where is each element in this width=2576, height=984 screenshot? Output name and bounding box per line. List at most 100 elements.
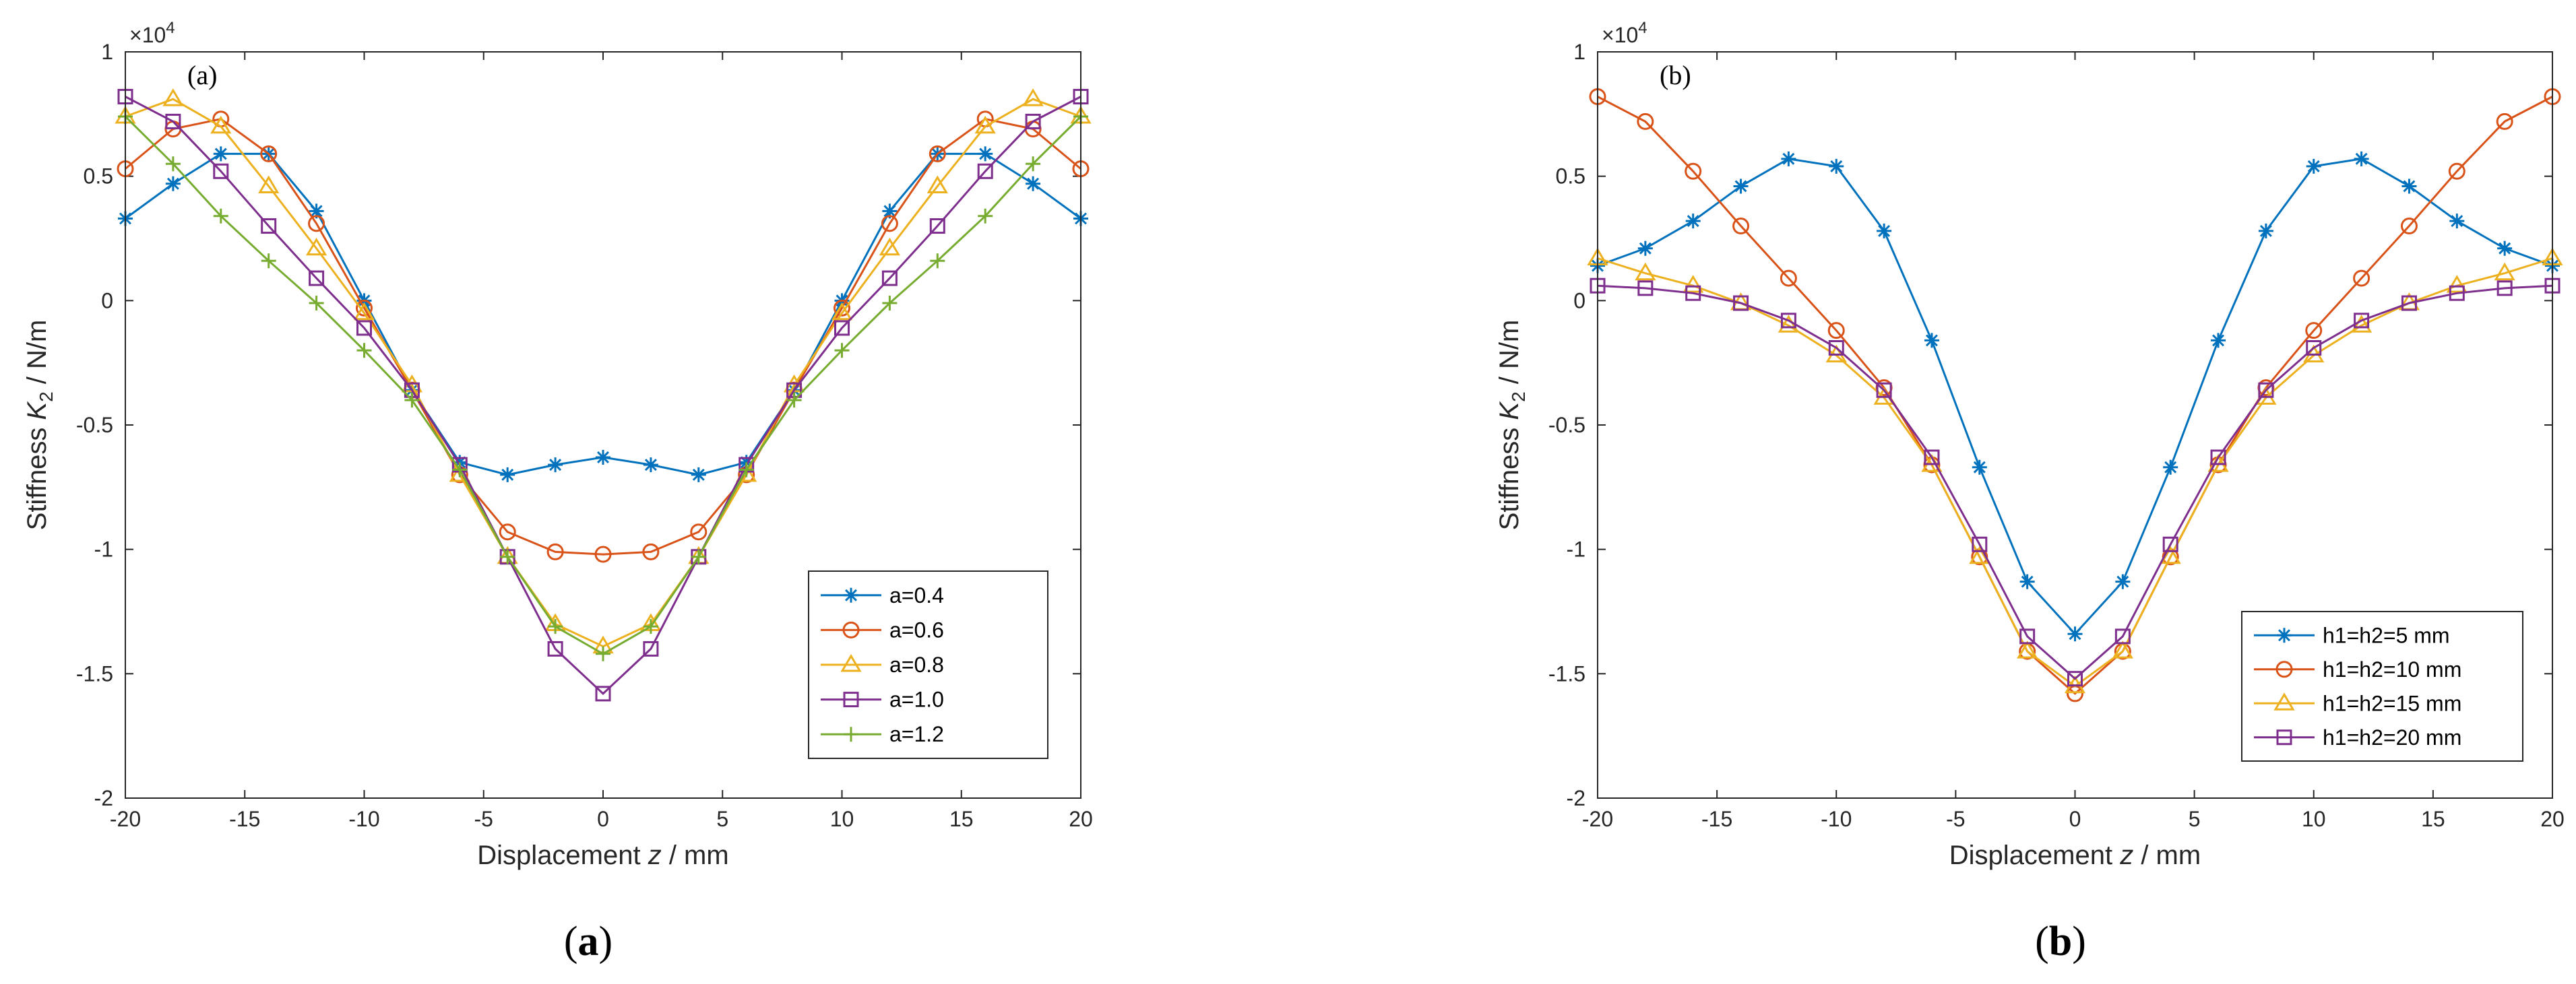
series-line <box>1597 96 2553 695</box>
caption-open: ( <box>564 919 578 964</box>
y-tick-label: -1.5 <box>76 661 113 686</box>
data-point <box>305 237 327 256</box>
figure-caption: (a) <box>564 919 612 964</box>
legend-marker <box>2276 729 2292 746</box>
data-point <box>1972 536 1988 552</box>
data-point <box>929 145 946 162</box>
series-line <box>125 96 1081 695</box>
data-point <box>2449 285 2465 301</box>
data-point <box>353 302 375 321</box>
data-point <box>2401 178 2417 194</box>
data-point <box>978 146 993 162</box>
data-point <box>831 302 853 321</box>
data-point <box>309 296 324 311</box>
legend-label: a=1.2 <box>889 722 944 746</box>
data-point <box>356 343 372 358</box>
y-tick-label: 0 <box>1573 288 1585 313</box>
data-point <box>261 218 277 234</box>
data-point <box>1780 313 1796 329</box>
legend-marker <box>2273 692 2295 711</box>
y-axis-label-unit: / N/m <box>1495 320 1524 392</box>
caption-letter: a <box>578 919 599 964</box>
data-point <box>977 163 993 179</box>
data-point <box>546 543 564 560</box>
data-point <box>452 462 468 478</box>
legend-label: h1=h2=15 mm <box>2323 691 2461 715</box>
data-point <box>596 646 610 661</box>
data-point <box>2067 671 2083 687</box>
x-tick-label: 15 <box>949 807 974 831</box>
data-point <box>691 549 706 564</box>
y-tick-label: -1.5 <box>1548 661 1585 686</box>
legend: h1=h2=5 mm h1=h2=10 mm h1=h2=15 mm h1=h2=20… <box>2241 611 2523 762</box>
data-point <box>643 641 659 657</box>
data-point <box>2496 112 2513 130</box>
data-point <box>162 88 184 106</box>
data-point <box>404 393 420 408</box>
series-line <box>1597 284 2553 680</box>
y-axis-label-var: K <box>1495 401 1524 420</box>
legend-label: h1=h2=5 mm <box>2323 623 2450 647</box>
x-tick-label: 15 <box>2421 807 2445 831</box>
series-5 <box>118 109 1088 661</box>
x-tick-label: -20 <box>1582 807 1613 831</box>
data-point <box>2401 295 2417 311</box>
legend-entry: a=0.6 <box>821 618 944 642</box>
data-point <box>2306 340 2322 356</box>
x-axis-label-var: z <box>2119 841 2133 870</box>
data-point <box>881 215 898 232</box>
y-axis-label: Stiffness K2 / N/m <box>1495 320 1529 531</box>
data-point <box>1685 162 1702 180</box>
panel-label: (a) <box>187 60 217 90</box>
x-axis-label: Displacement z / mm <box>477 841 728 870</box>
data-point <box>643 457 658 473</box>
legend-entry: h1=h2=10 mm <box>2254 657 2461 682</box>
data-point <box>1025 113 1041 129</box>
data-point <box>548 457 563 473</box>
data-point <box>1637 240 1653 256</box>
data-point <box>2162 536 2178 552</box>
data-point <box>1924 333 1939 348</box>
data-point <box>261 253 276 269</box>
y-axis-label: Stiffness K2 / N/m <box>22 320 57 531</box>
legend: a=0.4 a=0.6 a=0.8 a=1.0 a=1.2 <box>808 570 1048 759</box>
data-point <box>2211 333 2226 348</box>
data-point <box>1685 214 1701 229</box>
data-point <box>2258 382 2274 398</box>
data-point <box>1026 176 1041 191</box>
data-point <box>2019 574 2035 589</box>
data-point <box>596 450 610 465</box>
data-point <box>2210 449 2226 465</box>
data-point <box>1828 340 1844 356</box>
x-tick-label: -10 <box>1821 807 1852 831</box>
legend-label: a=0.6 <box>889 618 944 642</box>
y-exponent-label: ×104 <box>1602 19 1647 47</box>
x-tick-label: 5 <box>2189 807 2201 831</box>
y-tick-label: -2 <box>1567 786 1585 810</box>
data-point <box>643 619 658 634</box>
data-point <box>260 145 278 162</box>
data-point <box>1781 151 1796 166</box>
figure-caption: (b) <box>2035 919 2086 964</box>
legend-marker <box>2277 628 2292 643</box>
data-point <box>309 203 324 219</box>
y-tick-label: -1 <box>94 537 113 562</box>
y-tick-label: -1 <box>1567 537 1585 562</box>
y-tick-label: 0.5 <box>84 164 113 189</box>
data-point <box>1969 546 1990 564</box>
data-point <box>1829 158 1844 174</box>
axes-box <box>1597 51 2553 799</box>
legend-marker <box>843 692 859 708</box>
x-tick-label: 20 <box>2540 807 2565 831</box>
legend-label: a=0.8 <box>889 653 944 677</box>
legend-marker <box>844 587 858 603</box>
x-tick-label: -15 <box>229 807 260 831</box>
data-point <box>1876 382 1892 398</box>
x-axis-label-prefix: Displacement <box>477 841 648 870</box>
data-point <box>1877 223 1892 238</box>
data-point <box>499 523 516 541</box>
caption-open: ( <box>2035 919 2049 964</box>
data-point <box>2067 626 2083 642</box>
data-point <box>1683 275 1704 293</box>
